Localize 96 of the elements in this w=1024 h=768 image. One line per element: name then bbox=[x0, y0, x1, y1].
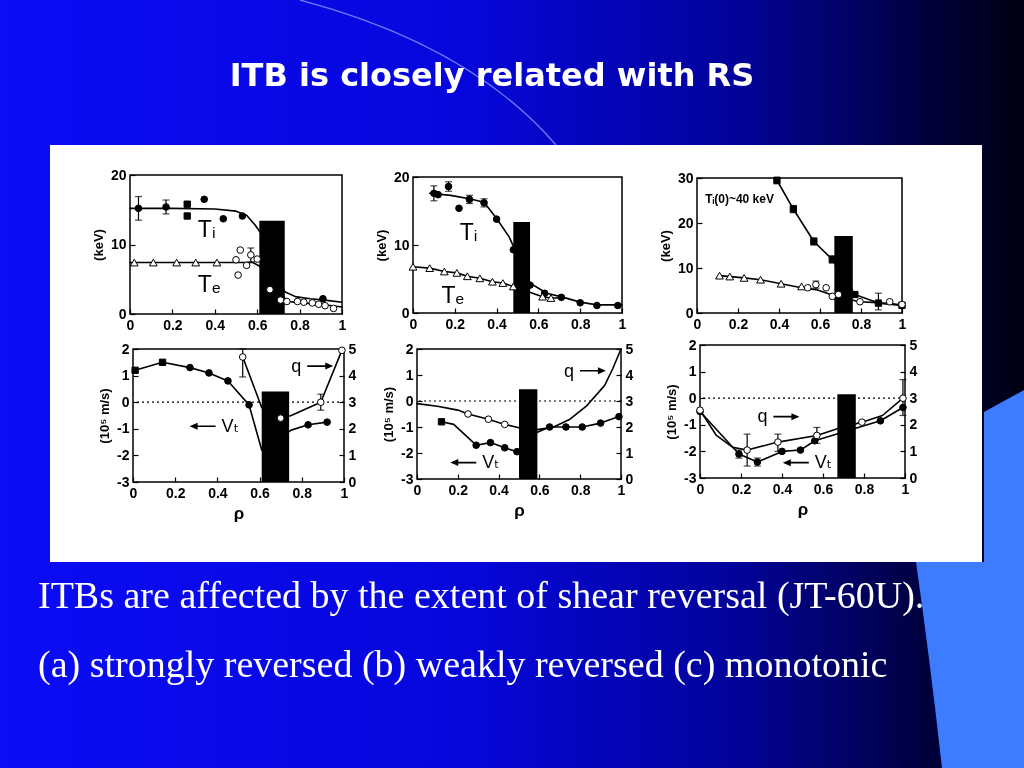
y2-tick-label: 1 bbox=[348, 446, 357, 463]
y2-tick-label: 3 bbox=[909, 389, 918, 406]
series-label: q bbox=[563, 360, 574, 381]
y-axis-title: (10⁵ m/s) bbox=[97, 388, 113, 444]
annotation: Tᵢ(0)~40 keV bbox=[705, 192, 774, 207]
y-axis-title: (keV) bbox=[90, 229, 106, 261]
x-tick-label: 0.6 bbox=[247, 316, 268, 333]
x-tick-label: 0.6 bbox=[530, 481, 550, 498]
x-tick-label: 1 bbox=[338, 316, 347, 333]
x-tick-label: 0.2 bbox=[165, 484, 186, 501]
legend-label: Vₜ bbox=[482, 452, 500, 473]
y-tick-label: 20 bbox=[393, 168, 410, 185]
x-tick-label: 1 bbox=[617, 481, 626, 498]
y-tick-label: 1 bbox=[688, 363, 697, 380]
x-tick-label: 0.2 bbox=[728, 315, 749, 332]
x-axis-title: ρ bbox=[233, 503, 245, 523]
series-label: Tᵢ bbox=[197, 215, 216, 242]
y-tick-label: -3 bbox=[117, 473, 130, 490]
x-tick-label: 0.2 bbox=[731, 480, 752, 497]
y-tick-label: -3 bbox=[684, 469, 697, 486]
y-tick-label: -2 bbox=[117, 446, 130, 463]
x-axis-title: ρ bbox=[797, 499, 809, 519]
y-tick-label: 10 bbox=[110, 236, 127, 252]
y-tick-label: 1 bbox=[121, 367, 130, 384]
y-tick-label: -1 bbox=[117, 420, 130, 437]
y-tick-label: 10 bbox=[393, 236, 410, 253]
y2-tick-label: 4 bbox=[348, 367, 357, 384]
x-tick-label: 1 bbox=[898, 315, 907, 332]
y2-tick-label: 5 bbox=[625, 340, 634, 357]
y-tick-label: 10 bbox=[677, 259, 694, 276]
y2-tick-label: 2 bbox=[348, 420, 357, 437]
y-tick-label: -2 bbox=[401, 444, 414, 461]
y2-tick-label: 2 bbox=[625, 418, 634, 435]
y2-tick-label: 5 bbox=[909, 336, 918, 353]
x-tick-label: 0.8 bbox=[292, 484, 313, 501]
series-label: Tₑ bbox=[197, 270, 221, 297]
series-label: q bbox=[757, 406, 768, 427]
y-tick-label: 2 bbox=[121, 340, 130, 357]
y-tick-label: 0 bbox=[685, 304, 694, 321]
x-tick-label: 0.4 bbox=[205, 316, 226, 333]
x-tick-label: 0.4 bbox=[489, 481, 510, 498]
text: ITBs are affected by the extent of shear reversal (JT-60U). bbox=[38, 574, 925, 616]
y-tick-label: 20 bbox=[110, 166, 127, 183]
y-tick-label: 30 bbox=[677, 169, 694, 186]
y-axis-title: (10⁵ m/s) bbox=[664, 384, 680, 440]
y2-tick-label: 3 bbox=[348, 393, 357, 410]
x-tick-label: 1 bbox=[901, 480, 910, 497]
x-tick-label: 0.6 bbox=[529, 315, 549, 332]
x-axis-title: ρ bbox=[514, 500, 525, 520]
text: ITB is closely related with RS bbox=[228, 56, 756, 94]
y2-tick-label: 2 bbox=[909, 416, 918, 433]
x-tick-label: 1 bbox=[340, 484, 349, 501]
x-tick-label: 0.4 bbox=[772, 480, 793, 497]
y-tick-label: 2 bbox=[405, 340, 414, 357]
y2-tick-label: 4 bbox=[909, 363, 918, 380]
y-tick-label: -1 bbox=[401, 418, 414, 435]
x-tick-label: 0.8 bbox=[570, 481, 591, 498]
y-tick-label: 1 bbox=[405, 366, 414, 383]
x-tick-label: 0.4 bbox=[769, 315, 790, 332]
y-axis-title: (keV) bbox=[373, 229, 389, 262]
y2-tick-label: 1 bbox=[625, 444, 634, 461]
x-tick-label: 0.4 bbox=[487, 315, 508, 332]
y2-tick-label: 0 bbox=[909, 469, 918, 486]
x-tick-label: 0.8 bbox=[570, 315, 591, 332]
x-tick-label: 0.6 bbox=[250, 484, 271, 501]
y-tick-label: -1 bbox=[684, 416, 697, 433]
x-tick-label: 0.8 bbox=[290, 316, 311, 333]
x-tick-label: 0.6 bbox=[810, 315, 831, 332]
y2-tick-label: 5 bbox=[348, 340, 357, 357]
x-tick-label: 0.8 bbox=[851, 315, 872, 332]
x-tick-label: 1 bbox=[618, 315, 627, 332]
legend-label: Vₜ bbox=[814, 452, 833, 473]
y-axis-title: (10⁵ m/s) bbox=[381, 386, 397, 443]
x-tick-label: 0.2 bbox=[445, 315, 466, 332]
y2-tick-label: 1 bbox=[909, 442, 918, 459]
y-tick-label: -3 bbox=[401, 470, 414, 487]
x-tick-label: 0.4 bbox=[208, 484, 228, 501]
text: (a) strongly reversed (b) weakly reversed (c) monotonic bbox=[38, 643, 888, 685]
series-label: Tᵢ bbox=[459, 219, 478, 246]
y2-tick-label: 3 bbox=[625, 392, 634, 409]
x-tick-label: 0.2 bbox=[448, 481, 469, 498]
x-tick-label: 0.8 bbox=[854, 480, 875, 497]
y-tick-label: 20 bbox=[677, 214, 694, 231]
y-axis-title: (keV) bbox=[657, 230, 673, 262]
y-tick-label: 0 bbox=[121, 393, 130, 410]
y-tick-label: 2 bbox=[688, 336, 697, 353]
y2-tick-label: 4 bbox=[625, 366, 634, 383]
legend-label: Vₜ bbox=[221, 415, 239, 436]
series-label: q bbox=[291, 355, 302, 376]
y-tick-label: 0 bbox=[405, 392, 414, 409]
y-tick-label: -2 bbox=[684, 442, 697, 459]
y-tick-label: 0 bbox=[688, 389, 697, 406]
x-tick-label: 0.6 bbox=[813, 480, 834, 497]
y-tick-label: 0 bbox=[401, 304, 410, 321]
x-tick-label: 0.2 bbox=[163, 316, 183, 333]
series-label: Tₑ bbox=[441, 281, 465, 308]
